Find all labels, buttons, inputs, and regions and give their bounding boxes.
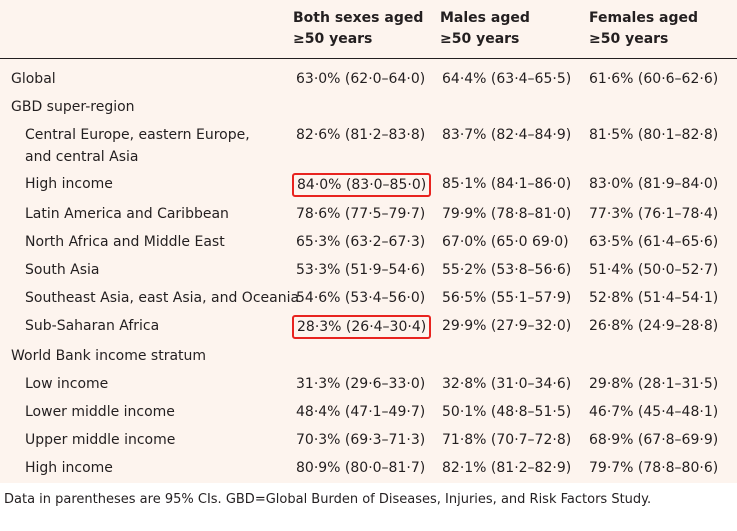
row-label: Central Europe, eastern Europe, and cent… <box>25 127 250 165</box>
header-males: Males aged ≥50 years <box>431 0 580 59</box>
row-label: Global <box>11 71 56 87</box>
cell-both: 53·3% (51·9–54·6) <box>296 262 426 278</box>
row-label: High income <box>25 176 113 192</box>
cell-males: 55·2% (53·8–56·6) <box>442 262 572 278</box>
section-row: World Bank income stratum <box>0 342 737 370</box>
row-label: North Africa and Middle East <box>25 234 225 250</box>
cell-females: 26·8% (24·9–28·8) <box>589 318 719 334</box>
cell-males: 79·9% (78·8–81·0) <box>442 206 572 222</box>
cell-females: 83·0% (81·9–84·0) <box>589 176 719 192</box>
cell-both: 63·0% (62·0–64·0) <box>296 71 426 87</box>
header-both-sexes: Both sexes aged ≥50 years <box>283 0 431 59</box>
row-label: Upper middle income <box>25 432 176 448</box>
cell-females: 46·7% (45·4–48·1) <box>589 404 719 420</box>
cell-males: 64·4% (63·4–65·5) <box>442 71 572 87</box>
cell-males: 29·9% (27·9–32·0) <box>442 318 572 334</box>
table-row: Global 63·0% (62·0–64·0) 64·4% (63·4–65·… <box>0 59 737 94</box>
cell-males: 85·1% (84·1–86·0) <box>442 176 572 192</box>
cell-males: 67·0% (65·0 69·0) <box>442 234 569 250</box>
header-females: Females aged ≥50 years <box>580 0 737 59</box>
table-row: Upper middle income 70·3% (69·3–71·3) 71… <box>0 426 737 454</box>
section-row: GBD super-region <box>0 93 737 121</box>
table-footnote: Data in parentheses are 95% CIs. GBD=Glo… <box>0 483 737 531</box>
highlight-box: 84·0% (83·0–85·0) <box>292 173 432 197</box>
cell-both: 70·3% (69·3–71·3) <box>296 432 426 448</box>
cell-females: 68·9% (67·8–69·9) <box>589 432 719 448</box>
cell-both: 54·6% (53·4–56·0) <box>296 290 426 306</box>
header-row: Both sexes aged ≥50 years Males aged ≥50 y… <box>0 0 737 59</box>
cell-both: 28·3% (26·4–30·4) <box>283 312 432 342</box>
cell-females: 52·8% (51·4–54·1) <box>589 290 719 306</box>
row-label: High income <box>0 454 283 488</box>
table-row: South Asia 53·3% (51·9–54·6) 55·2% (53·8… <box>0 256 737 284</box>
cell-females: 63·5% (61·4–65·6) <box>589 234 719 250</box>
table-row: Southeast Asia, east Asia, and Oceania 5… <box>0 284 737 312</box>
section-label: World Bank income stratum <box>11 348 207 364</box>
cell-females: 51·4% (50·0–52·7) <box>589 262 719 278</box>
cell-females: 77·3% (76·1–78·4) <box>589 206 719 222</box>
row-label: Lower middle income <box>25 404 175 420</box>
cell-both: 31·3% (29·6–33·0) <box>296 376 426 392</box>
row-label: Latin America and Caribbean <box>25 206 229 222</box>
table-row: Central Europe, eastern Europe, and cent… <box>0 121 737 170</box>
table-row: High income 84·0% (83·0–85·0) 85·1% (84·… <box>0 170 737 200</box>
cell-males: 83·7% (82·4–84·9) <box>442 127 572 143</box>
table-row: Latin America and Caribbean 78·6% (77·5–… <box>0 200 737 228</box>
table-row: Sub-Saharan Africa 28·3% (26·4–30·4) 29·… <box>0 312 737 342</box>
row-label: South Asia <box>25 262 100 278</box>
table-row: Low income 31·3% (29·6–33·0) 32·8% (31·0… <box>0 370 737 398</box>
row-label: Southeast Asia, east Asia, and Oceania <box>25 290 300 306</box>
cell-males: 56·5% (55·1–57·9) <box>442 290 572 306</box>
section-label: GBD super-region <box>11 99 135 115</box>
cell-males: 50·1% (48·8–51·5) <box>442 404 572 420</box>
cell-females: 61·6% (60·6–62·6) <box>589 71 719 87</box>
cell-both: 82·6% (81·2–83·8) <box>296 127 426 143</box>
cell-females: 79·7% (78·8–80·6) <box>580 454 737 488</box>
cell-both: 48·4% (47·1–49·7) <box>296 404 426 420</box>
row-label: Sub-Saharan Africa <box>25 318 160 334</box>
cell-females: 81·5% (80·1–82·8) <box>589 127 719 143</box>
header-blank <box>0 0 283 59</box>
table-row: Lower middle income 48·4% (47·1–49·7) 50… <box>0 398 737 426</box>
table-row: North Africa and Middle East 65·3% (63·2… <box>0 228 737 256</box>
prevalence-table: Both sexes aged ≥50 years Males aged ≥50 y… <box>0 0 737 488</box>
highlight-box: 28·3% (26·4–30·4) <box>292 315 432 339</box>
cell-females: 29·8% (28·1–31·5) <box>589 376 719 392</box>
cell-males: 32·8% (31·0–34·6) <box>442 376 572 392</box>
row-label: Low income <box>25 376 109 392</box>
cell-males: 71·8% (70·7–72·8) <box>442 432 572 448</box>
cell-both: 78·6% (77·5–79·7) <box>296 206 426 222</box>
cell-both: 65·3% (63·2–67·3) <box>296 234 426 250</box>
cell-both: 84·0% (83·0–85·0) <box>283 170 432 200</box>
